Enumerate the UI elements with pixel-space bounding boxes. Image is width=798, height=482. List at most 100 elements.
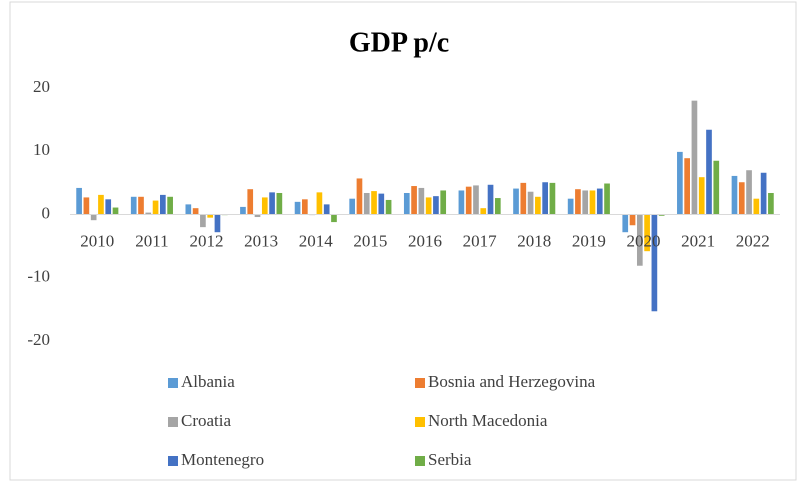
bar xyxy=(698,177,705,215)
bar xyxy=(145,212,152,215)
legend-swatch xyxy=(168,417,178,427)
bar xyxy=(418,187,425,215)
bar xyxy=(411,186,417,215)
bar xyxy=(323,204,330,215)
x-tick-label: 2022 xyxy=(736,231,770,250)
bar xyxy=(269,192,275,215)
bar xyxy=(651,214,658,312)
x-tick-label: 2011 xyxy=(135,231,168,250)
bar xyxy=(480,208,487,215)
bar xyxy=(130,196,137,215)
legend-swatch xyxy=(415,456,425,466)
bar xyxy=(738,182,745,215)
bar xyxy=(105,199,112,215)
x-tick-label: 2012 xyxy=(190,231,224,250)
bar xyxy=(433,196,439,215)
bar xyxy=(760,172,767,215)
y-tick-label: 0 xyxy=(42,203,51,222)
bar xyxy=(542,182,548,215)
legend-swatch xyxy=(415,378,425,388)
bar xyxy=(214,214,221,233)
bar xyxy=(713,160,720,215)
chart-title: GDP p/c xyxy=(349,27,449,58)
bar xyxy=(746,170,752,215)
y-tick-label: -10 xyxy=(27,267,50,286)
bar xyxy=(294,201,301,215)
bar xyxy=(677,151,683,215)
bar xyxy=(192,208,199,215)
bar xyxy=(458,190,465,215)
bar xyxy=(378,193,385,215)
bar xyxy=(589,190,596,215)
bar xyxy=(440,190,447,215)
y-tick-label: -20 xyxy=(27,330,50,349)
bar xyxy=(276,192,283,215)
x-tick-label: 2016 xyxy=(408,231,442,250)
legend-label: Albania xyxy=(181,372,235,391)
x-tick-label: 2015 xyxy=(353,231,387,250)
bar xyxy=(753,198,760,215)
bar xyxy=(247,189,254,215)
bar xyxy=(302,199,308,215)
legend-label: Bosnia and Herzegovina xyxy=(428,372,596,391)
y-tick-label: 10 xyxy=(33,140,50,159)
bar xyxy=(83,197,90,215)
x-tick-label: 2020 xyxy=(626,231,660,250)
bar xyxy=(349,198,356,215)
bar xyxy=(691,100,698,215)
bar xyxy=(425,197,432,215)
legend-swatch xyxy=(415,417,425,427)
bar xyxy=(112,207,119,215)
bar xyxy=(356,178,363,215)
x-tick-label: 2021 xyxy=(681,231,715,250)
x-tick-label: 2018 xyxy=(517,231,551,250)
bar xyxy=(622,214,629,233)
bar xyxy=(385,199,392,215)
x-tick-label: 2014 xyxy=(299,231,334,250)
bar xyxy=(240,206,246,215)
bar xyxy=(487,184,494,215)
bar xyxy=(658,214,665,216)
bar xyxy=(706,129,712,215)
legend-swatch xyxy=(168,456,178,466)
bar xyxy=(207,214,214,218)
bar xyxy=(731,175,738,215)
bar xyxy=(567,198,574,215)
bar xyxy=(520,182,527,215)
y-tick-label: 20 xyxy=(33,77,50,96)
bar xyxy=(403,192,410,215)
x-tick-label: 2017 xyxy=(463,231,498,250)
bar xyxy=(76,187,82,215)
bar xyxy=(596,188,603,215)
bar xyxy=(465,186,472,215)
bar xyxy=(371,191,377,215)
bar xyxy=(152,200,159,215)
bar xyxy=(575,189,581,215)
bar xyxy=(98,194,104,215)
bar xyxy=(331,214,337,223)
bar xyxy=(644,214,650,252)
bar xyxy=(363,192,370,215)
bar xyxy=(549,182,556,215)
bar xyxy=(513,188,519,215)
bar xyxy=(254,214,261,218)
legend-label: Croatia xyxy=(181,411,231,430)
legend-label: Serbia xyxy=(428,450,472,469)
bar xyxy=(167,196,173,215)
x-tick-label: 2010 xyxy=(80,231,114,250)
bar xyxy=(160,194,166,215)
bar xyxy=(316,192,323,215)
x-tick-label: 2013 xyxy=(244,231,278,250)
legend-label: North Macedonia xyxy=(428,411,548,430)
bar xyxy=(604,183,610,215)
bar xyxy=(636,214,643,266)
bar xyxy=(473,185,479,215)
bar xyxy=(90,214,97,221)
x-tick-label: 2019 xyxy=(572,231,606,250)
bar xyxy=(582,190,589,215)
bar xyxy=(261,197,268,215)
legend-label: Montenegro xyxy=(181,450,264,469)
bar xyxy=(527,191,534,215)
